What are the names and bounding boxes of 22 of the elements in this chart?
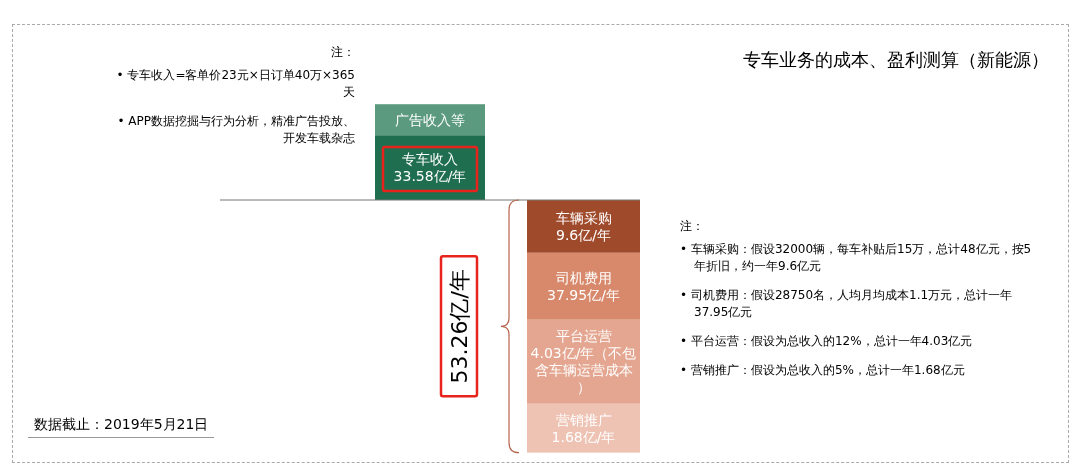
- data-label: 33.58亿/年: [393, 168, 467, 185]
- data-label: 4.03亿/年（不包含车辆运营成本）: [530, 345, 637, 396]
- text: 53.26亿/年: [447, 269, 472, 384]
- text: 注：: [680, 218, 705, 235]
- text: 数据截止：2019年5月21日: [28, 414, 215, 438]
- category-label: 平台运营: [555, 328, 612, 345]
- text: • 专车收入=客单价23元×日订单40万×365天: [115, 67, 355, 101]
- text: • APP数据挖掘与行为分析，精准广告投放、开发车载杂志: [116, 113, 355, 147]
- text: 注：: [330, 44, 355, 61]
- data-label: 9.6亿/年: [556, 226, 611, 243]
- category-label: 广告收入等: [395, 111, 465, 128]
- category-label: 专车收入: [402, 151, 458, 168]
- text: • 营销推广：假设为总收入的5%，总计一年1.68亿元: [680, 362, 966, 379]
- text: 专车业务的成本、盈利测算（新能源）: [743, 48, 1049, 72]
- category-label: 车辆采购: [555, 209, 612, 226]
- text: • 车辆采购：假设32000辆，每车补贴后15万，总计48亿元，按5年折旧，约一年9.6亿元: [680, 241, 1033, 275]
- data-label: 1.68亿/年: [551, 428, 616, 445]
- data-label: 37.95亿/年: [547, 286, 620, 303]
- text: • 司机费用：假设28750名，人均月均成本1.1万元，总计一年37.95亿元: [680, 287, 1014, 321]
- category-label: 营销推广: [555, 411, 612, 428]
- text: • 平台运营：假设为总收入的12%，总计一年4.03亿元: [680, 333, 974, 350]
- category-label: 司机费用: [555, 269, 612, 286]
